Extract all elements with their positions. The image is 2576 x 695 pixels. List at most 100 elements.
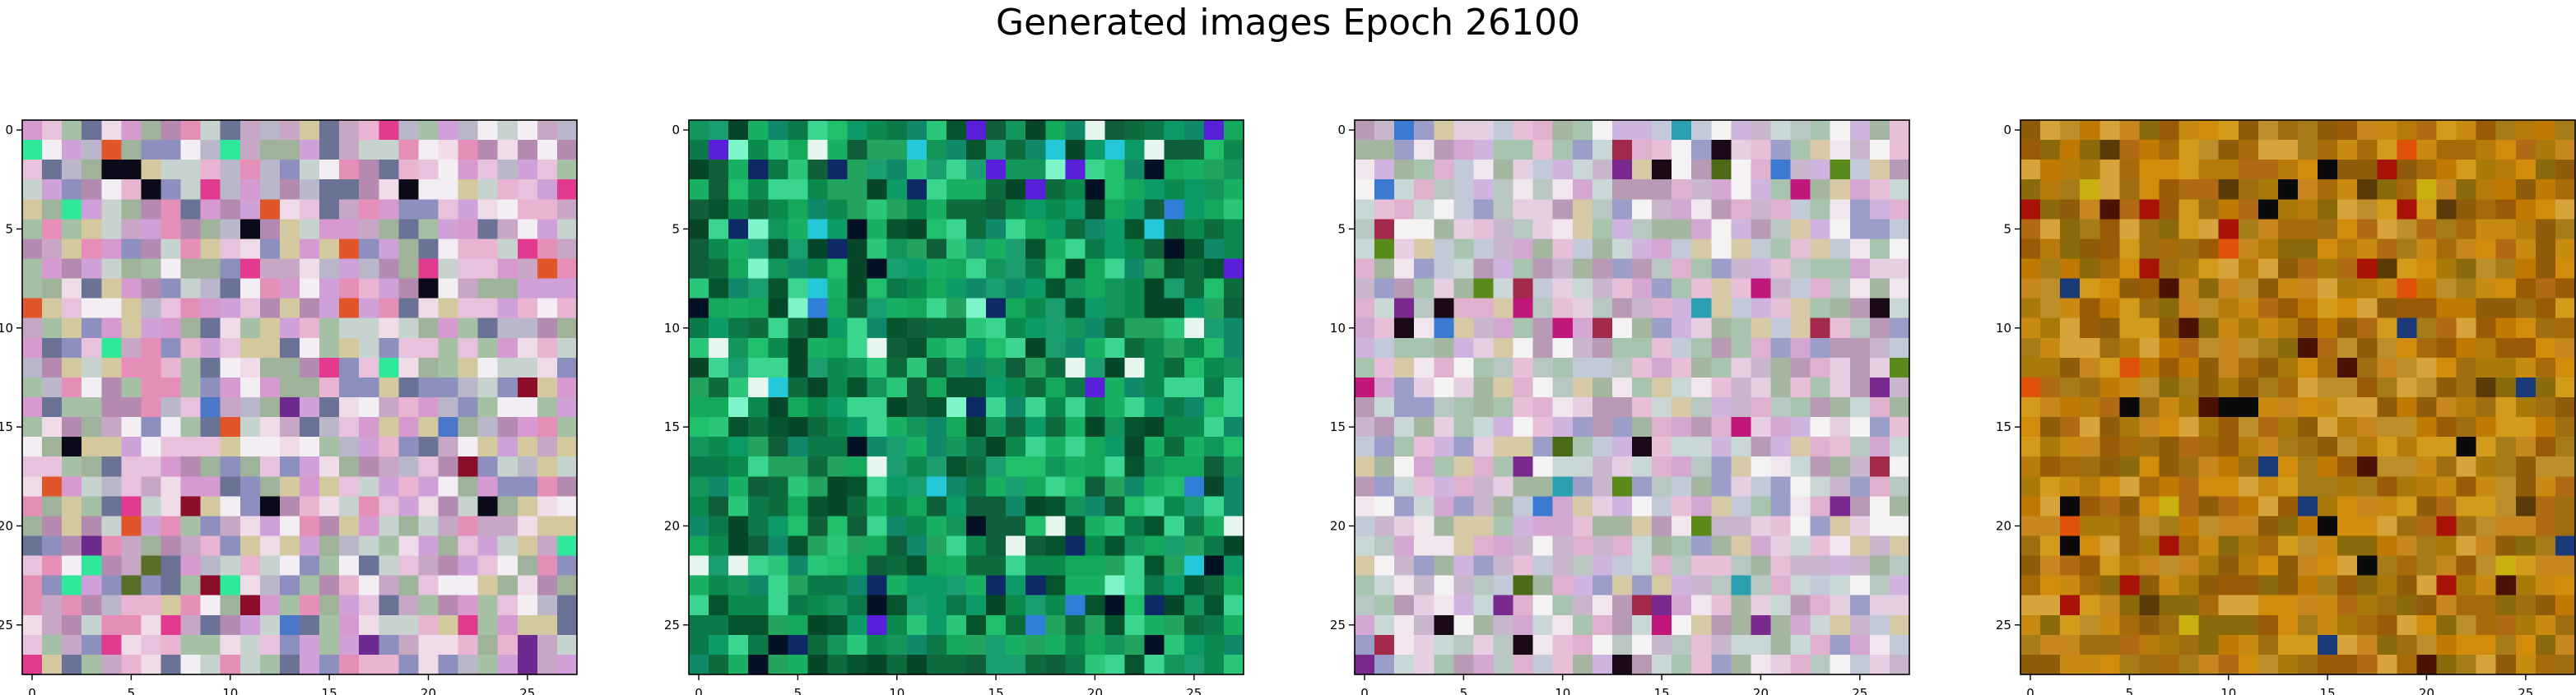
image-pixel (1572, 535, 1593, 557)
image-pixel (398, 634, 420, 656)
image-pixel (2040, 219, 2061, 240)
image-pixel (279, 239, 300, 260)
image-pixel (1632, 516, 1653, 537)
image-pixel (22, 476, 43, 497)
image-pixel (2416, 417, 2438, 438)
image-pixel (418, 654, 439, 675)
image-pixel (62, 614, 82, 636)
image-pixel (259, 120, 281, 141)
image-pixel (1203, 437, 1225, 457)
image-pixel (259, 140, 281, 160)
image-pixel (1144, 456, 1165, 477)
image-pixel (180, 397, 202, 418)
image-pixel (418, 476, 439, 497)
image-pixel (2178, 614, 2200, 636)
image-pixel (2337, 258, 2358, 280)
image-pixel (2238, 160, 2259, 180)
image-pixel (1691, 120, 1712, 141)
image-pixel (1632, 595, 1653, 616)
image-pixel (141, 357, 162, 378)
image-pixel (42, 614, 63, 636)
image-pixel (1473, 634, 1495, 656)
image-pixel (2555, 535, 2576, 557)
image-pixel (1006, 140, 1026, 160)
image-pixel (2397, 239, 2418, 260)
image-pixel (259, 199, 281, 220)
image-pixel (121, 298, 142, 319)
image-pixel (2318, 555, 2338, 577)
image-pixel (1006, 575, 1026, 596)
image-pixel (121, 357, 142, 378)
image-pixel (2238, 317, 2259, 339)
image-pixel (1592, 595, 1613, 616)
image-pixel (827, 120, 849, 141)
image-pixel (2476, 337, 2497, 359)
image-pixel (926, 317, 947, 339)
image-pixel (81, 476, 102, 497)
image-pixel (1532, 317, 1554, 339)
image-pixel (847, 278, 868, 299)
image-pixel (1045, 595, 1066, 616)
image-pixel (1374, 160, 1395, 180)
image-pixel (1790, 654, 1811, 675)
image-pixel (886, 317, 908, 339)
image-pixel (1672, 437, 1692, 457)
image-pixel (2040, 377, 2061, 398)
image-pixel (1869, 614, 1890, 636)
image-pixel (379, 476, 399, 497)
image-pixel (556, 258, 578, 280)
image-pixel (1751, 239, 1772, 260)
image-pixel (2198, 258, 2220, 280)
image-pixel (1085, 219, 1106, 240)
image-pixel (1691, 317, 1712, 339)
image-pixel (458, 317, 479, 339)
image-pixel (1473, 575, 1495, 596)
image-pixel (1006, 160, 1026, 180)
image-pixel (2377, 496, 2397, 517)
image-pixel (279, 555, 300, 577)
image-pixel (1104, 160, 1126, 180)
image-pixel (1006, 555, 1026, 577)
image-pixel (1711, 535, 1732, 557)
image-pixel (2298, 258, 2318, 280)
image-pixel (2377, 516, 2397, 537)
image-pixel (1810, 456, 1831, 477)
image-pixel (768, 575, 788, 596)
image-pixel (517, 417, 538, 438)
image-pixel (2198, 437, 2220, 457)
image-pixel (1751, 160, 1772, 180)
image-pixel (359, 476, 379, 497)
image-pixel (300, 654, 320, 675)
image-pixel (1751, 496, 1772, 517)
image-pixel (180, 634, 202, 656)
image-pixel (1592, 140, 1613, 160)
image-pixel (1144, 357, 1165, 378)
image-pixel (709, 614, 729, 636)
image-pixel (2377, 377, 2397, 398)
image-pixel (1513, 140, 1534, 160)
image-pixel (2080, 160, 2100, 180)
image-pixel (556, 239, 578, 260)
image-pixel (1889, 456, 1910, 477)
image-pixel (768, 219, 788, 240)
image-pixel (62, 317, 82, 339)
image-pixel (42, 496, 63, 517)
image-pixel (1532, 417, 1554, 438)
image-pixel (2555, 377, 2576, 398)
image-pixel (847, 298, 868, 319)
image-pixel (2277, 476, 2299, 497)
image-pixel (2257, 654, 2279, 675)
image-pixel (1394, 337, 1415, 359)
image-pixel (81, 258, 102, 280)
image-pixel (2218, 357, 2239, 378)
image-pixel (2337, 535, 2358, 557)
image-pixel (966, 239, 987, 260)
image-pixel (62, 456, 82, 477)
image-pixel (1124, 357, 1146, 378)
image-pixel (1770, 476, 1792, 497)
image-pixel (1611, 417, 1633, 438)
image-pixel (1124, 397, 1146, 418)
image-pixel (709, 575, 729, 596)
image-pixel (477, 239, 499, 260)
x-tick-label: 25 (1186, 686, 1202, 695)
